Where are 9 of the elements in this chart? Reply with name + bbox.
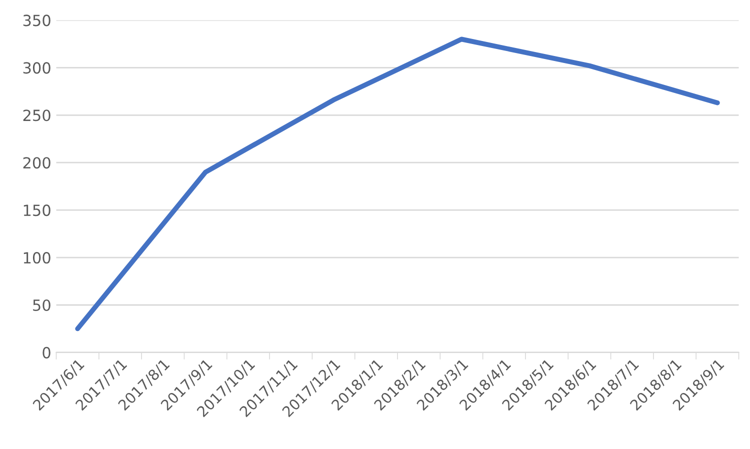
y-tick-label: 150 — [24, 204, 50, 216]
y-tick-label: 300 — [23, 62, 50, 74]
y-tick-label: 350 — [23, 14, 50, 26]
y-tick-label: 250 — [23, 110, 50, 122]
y-tick-label: 100 — [24, 252, 50, 264]
y-tick-label: 50 — [33, 299, 50, 312]
y-tick-label: 200 — [23, 157, 50, 169]
y-tick-label: 0 — [42, 346, 50, 358]
line-series — [75, 36, 720, 332]
